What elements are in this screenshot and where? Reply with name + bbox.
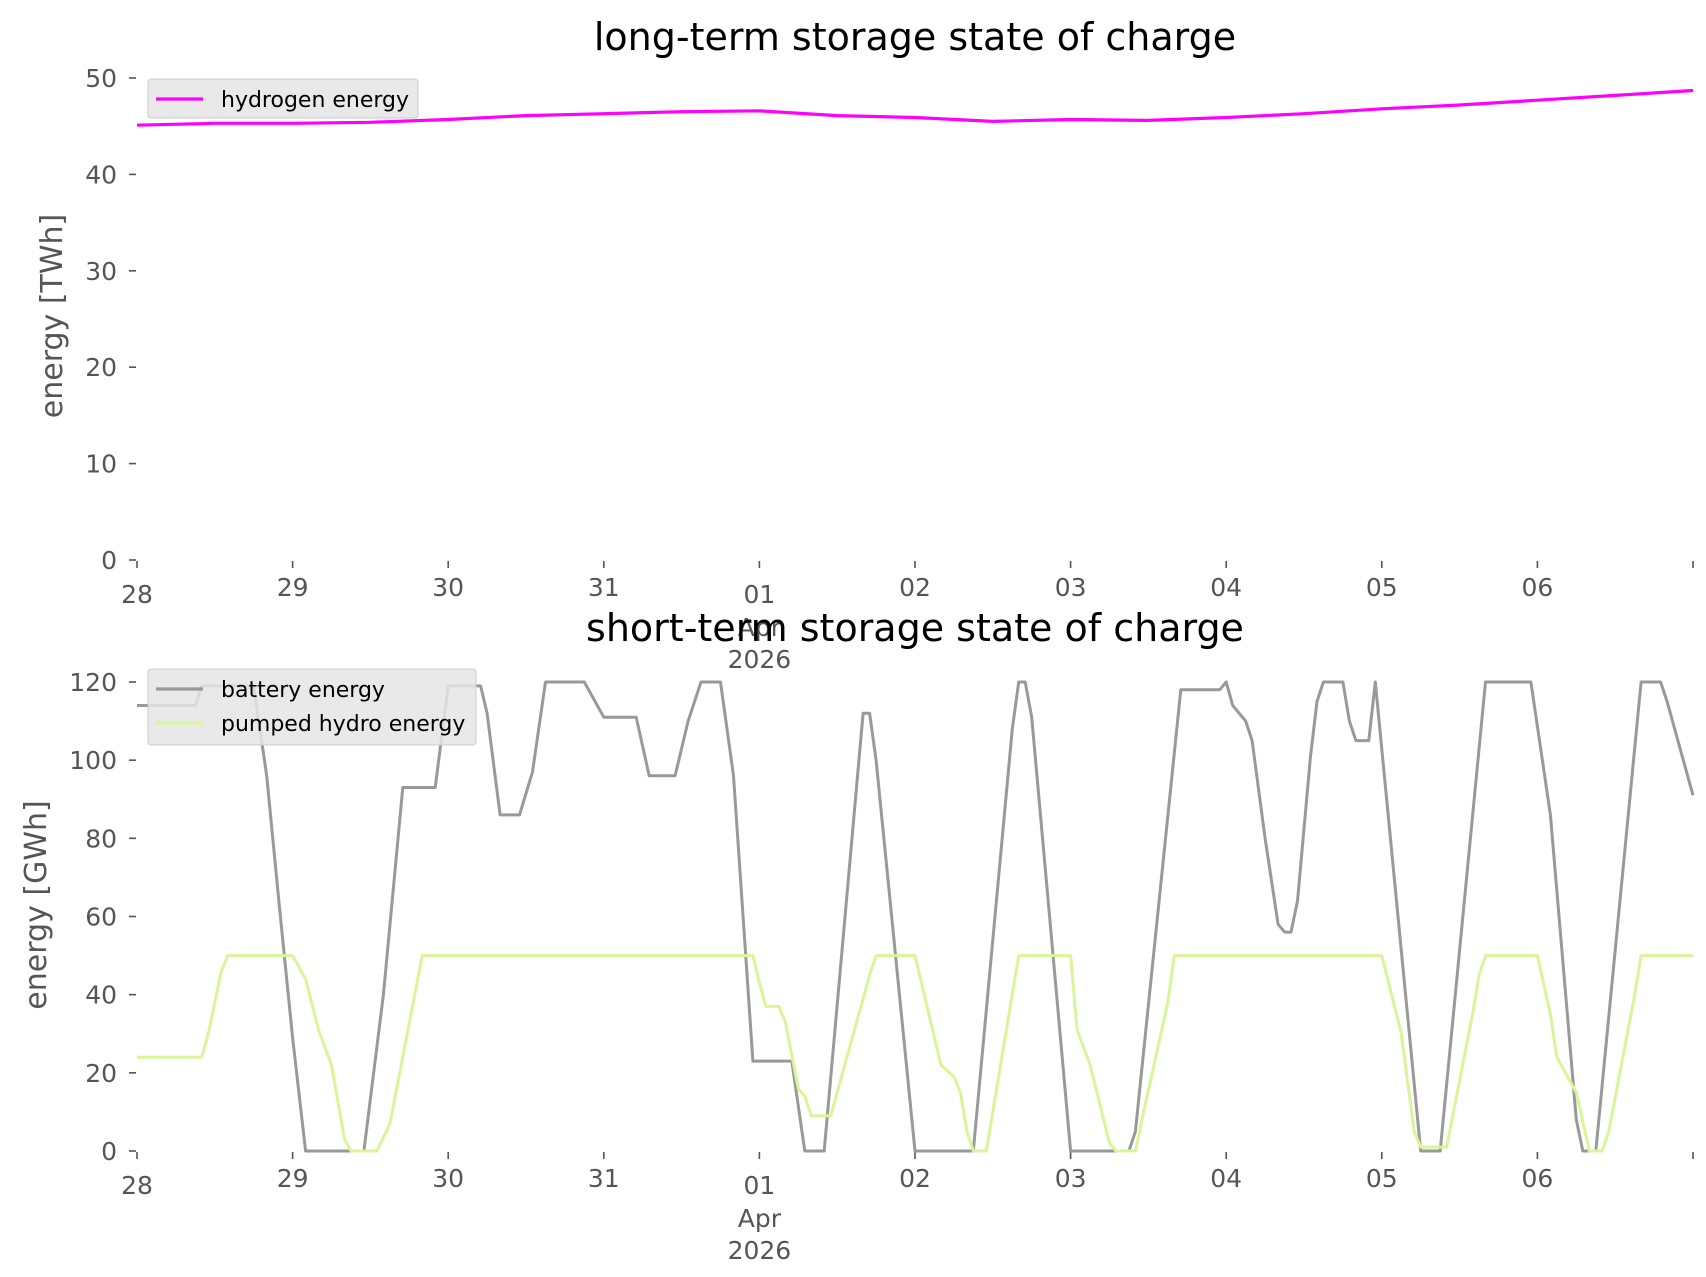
x-tick-sublabel: Apr	[738, 613, 782, 642]
x-tick-label: 04	[1210, 573, 1242, 602]
y-tick-label: 0	[101, 1137, 117, 1166]
y-tick-label: 20	[85, 1059, 117, 1088]
x-tick-label: 31	[588, 573, 620, 602]
x-tick-label: 06	[1521, 573, 1553, 602]
x-tick-label: 01	[743, 1171, 775, 1200]
y-tick-label: 80	[85, 824, 117, 853]
y-tick-label: 10	[85, 450, 117, 479]
short-term-storage-panel: short-term storage state of charge energ…	[19, 606, 1695, 1265]
series-lines	[136, 88, 1694, 127]
y-axis: 0 10 20 30 40 50	[85, 64, 136, 575]
y-tick-label: 100	[69, 746, 117, 775]
long-term-y-axis-label: energy [TWh]	[35, 214, 70, 418]
y-tick-label: 40	[85, 981, 117, 1010]
x-axis: 28 29 30 31 01 Apr 2026 02 03 04 05 06	[121, 1152, 1694, 1265]
x-axis: 28 29 30 31 01 Apr 2026 02 03 04 05 06	[121, 561, 1694, 674]
short-term-y-axis-label: energy [GWh]	[19, 800, 54, 1009]
legend: battery energy pumped hydro energy	[147, 668, 477, 746]
x-tick-label: 30	[432, 1164, 464, 1193]
y-tick-label: 20	[85, 353, 117, 382]
long-term-chart-title: long-term storage state of charge	[594, 15, 1236, 59]
y-tick-label: 40	[85, 160, 117, 189]
x-tick-label: 29	[277, 573, 309, 602]
x-tick-label: 02	[899, 573, 931, 602]
y-tick-label: 30	[85, 257, 117, 286]
x-tick-label: 06	[1521, 1164, 1553, 1193]
legend-label: battery energy	[221, 678, 385, 703]
x-tick-label: 05	[1366, 1164, 1398, 1193]
legend-label: hydrogen energy	[221, 88, 409, 113]
legend-box	[147, 78, 419, 119]
short-term-chart-title: short-term storage state of charge	[586, 606, 1244, 650]
y-tick-label: 120	[69, 668, 117, 697]
legend: hydrogen energy	[147, 78, 419, 119]
x-tick-sublabel: Apr	[738, 1204, 782, 1233]
y-tick-label: 50	[85, 64, 117, 93]
series-line-pumped-hydro-energy	[137, 954, 1693, 1153]
x-tick-label: 03	[1055, 1164, 1087, 1193]
x-tick-label: 28	[121, 580, 153, 609]
y-axis: 0 20 40 60 80 100 120	[69, 668, 136, 1166]
y-tick-label: 60	[85, 903, 117, 932]
x-tick-label: 02	[899, 1164, 931, 1193]
x-tick-sublabel: 2026	[728, 1236, 792, 1265]
x-tick-label: 04	[1210, 1164, 1242, 1193]
x-tick-label: 28	[121, 1171, 153, 1200]
legend-box	[147, 668, 477, 746]
long-term-storage-panel: long-term storage state of charge energy…	[35, 15, 1694, 674]
x-tick-label: 29	[277, 1164, 309, 1193]
x-tick-label: 30	[432, 573, 464, 602]
x-tick-sublabel: 2026	[728, 645, 792, 674]
x-tick-label: 01	[743, 580, 775, 609]
x-tick-label: 03	[1055, 573, 1087, 602]
series-lines	[137, 680, 1695, 1153]
x-tick-label: 05	[1366, 573, 1398, 602]
x-tick-label: 31	[588, 1164, 620, 1193]
legend-label: pumped hydro energy	[221, 712, 465, 737]
y-tick-label: 0	[101, 546, 117, 575]
series-line-hydrogen-energy	[136, 88, 1694, 127]
